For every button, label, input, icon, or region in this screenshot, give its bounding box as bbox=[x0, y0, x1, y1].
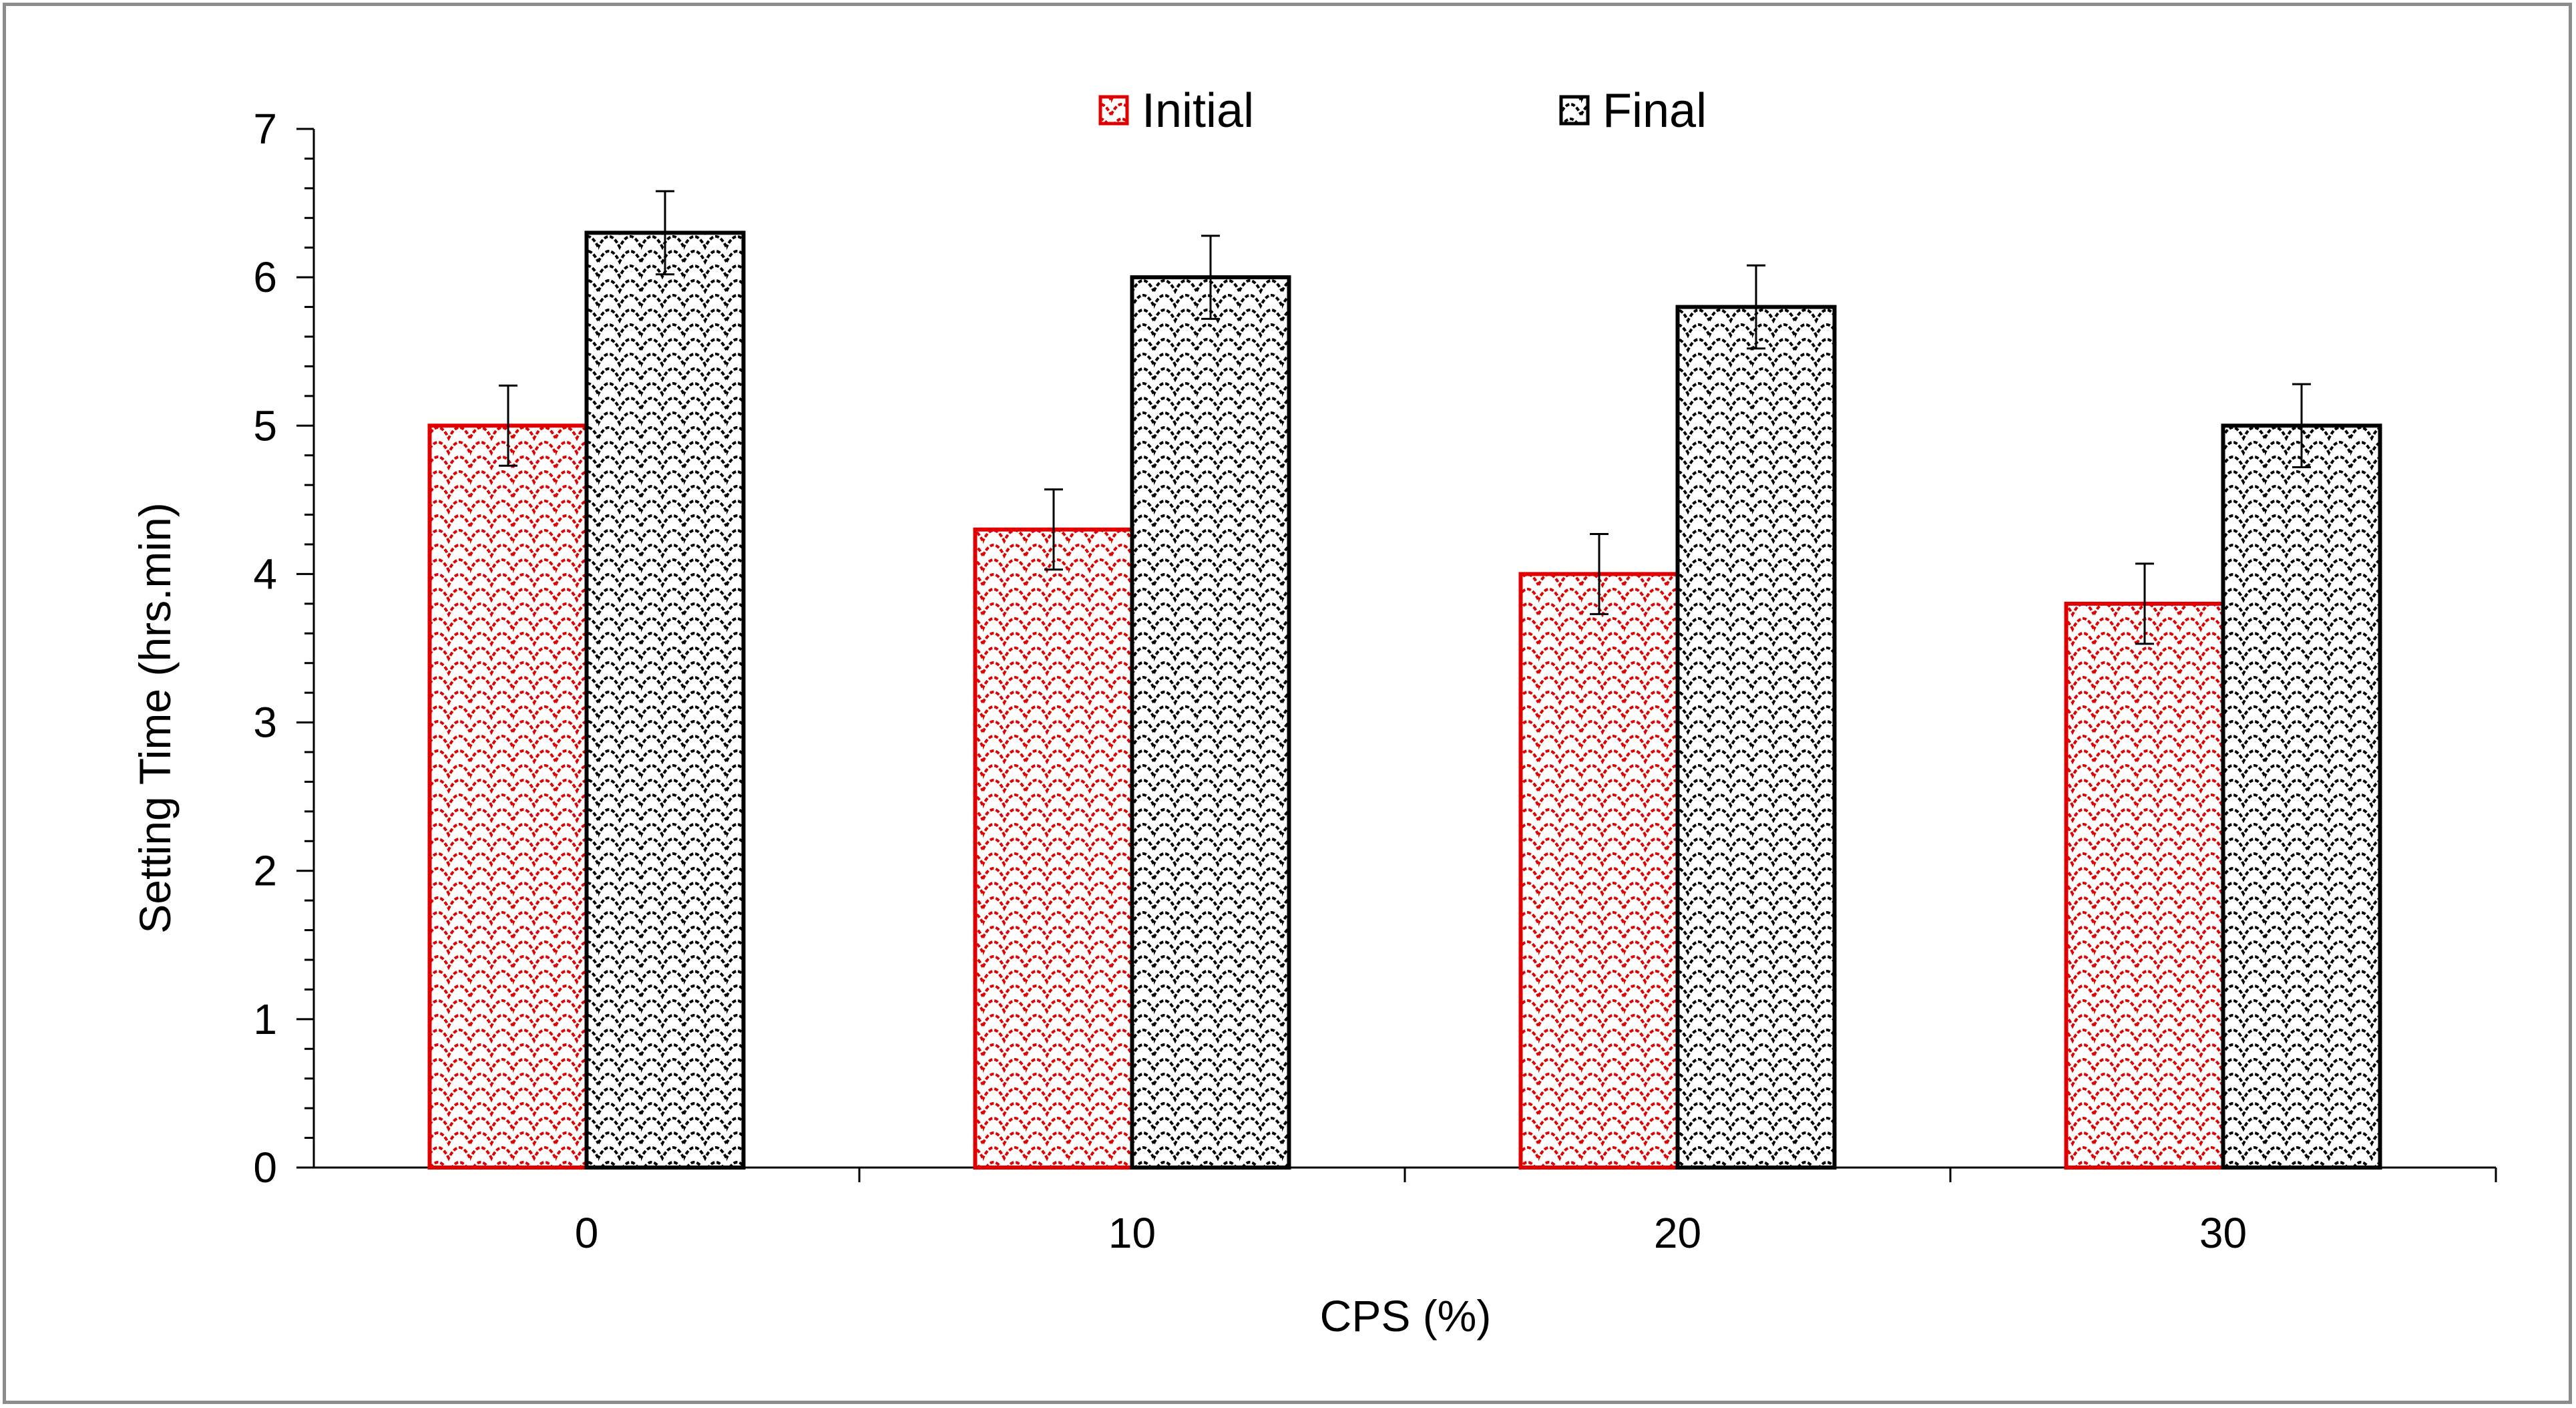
legend-swatch-initial bbox=[1098, 95, 1129, 126]
x-tick-label: 30 bbox=[2199, 1209, 2247, 1257]
y-tick-label: 1 bbox=[253, 995, 277, 1043]
y-tick-label: 5 bbox=[253, 401, 277, 450]
y-tick-label: 7 bbox=[253, 105, 277, 153]
bar-final-10 bbox=[1130, 275, 1291, 1170]
legend-item-final: Final bbox=[1559, 84, 1707, 138]
legend-item-initial: Initial bbox=[1098, 84, 1254, 138]
legend-swatch-final bbox=[1559, 95, 1590, 126]
x-tick-label: 10 bbox=[1108, 1209, 1156, 1257]
bar-initial-0 bbox=[427, 423, 589, 1170]
x-tick-label: 0 bbox=[575, 1209, 599, 1257]
y-tick-label: 2 bbox=[253, 847, 277, 895]
bar-initial-30 bbox=[2064, 601, 2225, 1170]
bar-final-0 bbox=[584, 230, 746, 1170]
bar-final-30 bbox=[2221, 423, 2382, 1170]
bar-final-20 bbox=[1675, 305, 1837, 1170]
x-axis-title: CPS (%) bbox=[1320, 1291, 1492, 1341]
y-axis-title: Setting Time (hrs.min) bbox=[130, 502, 180, 934]
x-tick-label: 20 bbox=[1654, 1209, 1701, 1257]
y-tick-label: 3 bbox=[253, 699, 277, 747]
legend-label-final: Final bbox=[1602, 84, 1707, 138]
legend: Initial Final bbox=[1098, 84, 1707, 138]
legend-label-initial: Initial bbox=[1142, 84, 1254, 138]
y-tick-label: 6 bbox=[253, 253, 277, 301]
y-tick-label: 4 bbox=[253, 550, 277, 598]
bar-initial-10 bbox=[973, 527, 1134, 1170]
y-tick-label: 0 bbox=[253, 1143, 277, 1192]
plot-area: 0 1 2 3 4 5 6 7 0 10 20 30 bbox=[253, 105, 2497, 1257]
bar-initial-20 bbox=[1518, 572, 1680, 1170]
